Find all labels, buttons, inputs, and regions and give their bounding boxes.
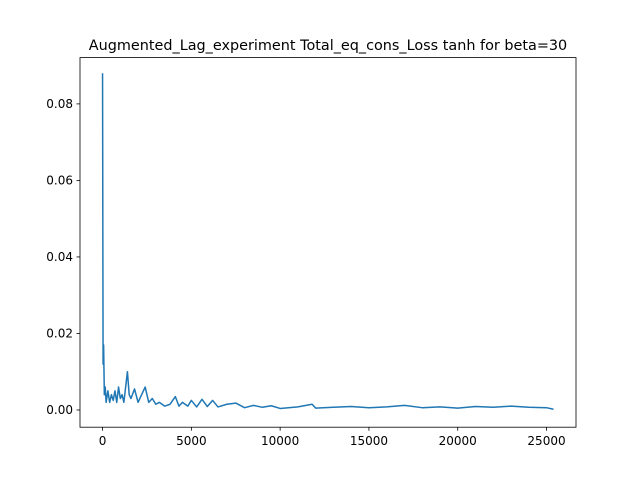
x-tick-label: 10000 bbox=[261, 434, 299, 448]
x-tick-label: 5000 bbox=[176, 434, 207, 448]
line-series bbox=[101, 73, 554, 410]
y-tick-label: 0.02 bbox=[46, 326, 73, 340]
y-tick-label: 0.04 bbox=[46, 250, 73, 264]
plot-frame bbox=[79, 57, 577, 428]
x-tick-label: 0 bbox=[99, 434, 107, 448]
x-tick-label: 20000 bbox=[439, 434, 477, 448]
y-tick-label: 0.00 bbox=[46, 403, 73, 417]
y-tick-label: 0.06 bbox=[46, 173, 73, 187]
y-tick-label: 0.08 bbox=[46, 97, 73, 111]
chart-title: Augmented_Lag_experiment Total_eq_cons_L… bbox=[89, 38, 567, 54]
x-tick-label: 15000 bbox=[350, 434, 388, 448]
x-tick-label: 25000 bbox=[527, 434, 565, 448]
